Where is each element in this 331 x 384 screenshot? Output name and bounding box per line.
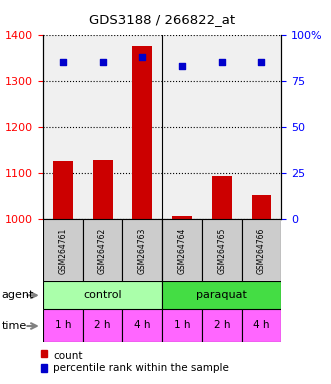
Text: GSM264764: GSM264764 xyxy=(177,227,187,274)
Bar xyxy=(41,364,47,372)
Point xyxy=(179,63,185,69)
Text: percentile rank within the sample: percentile rank within the sample xyxy=(53,363,229,373)
Point xyxy=(60,59,66,65)
Bar xyxy=(212,176,232,219)
Point xyxy=(259,59,264,65)
Bar xyxy=(83,309,122,342)
Point xyxy=(140,54,145,60)
Text: 1 h: 1 h xyxy=(174,320,190,331)
Bar xyxy=(122,309,162,342)
Bar xyxy=(43,219,83,282)
Text: 4 h: 4 h xyxy=(253,320,270,331)
Bar xyxy=(41,349,47,357)
Bar xyxy=(93,160,113,219)
Bar xyxy=(242,309,281,342)
Text: count: count xyxy=(53,351,82,361)
Text: GSM264766: GSM264766 xyxy=(257,227,266,274)
Text: agent: agent xyxy=(2,290,34,300)
Text: control: control xyxy=(83,290,122,300)
Text: GSM264761: GSM264761 xyxy=(58,227,68,274)
Bar xyxy=(83,219,122,282)
Text: 2 h: 2 h xyxy=(94,320,111,331)
Text: 4 h: 4 h xyxy=(134,320,151,331)
Bar xyxy=(122,219,162,282)
Bar xyxy=(202,219,242,282)
Bar xyxy=(43,281,162,309)
Bar xyxy=(132,46,152,219)
Text: time: time xyxy=(2,321,27,331)
Text: 1 h: 1 h xyxy=(55,320,71,331)
Point xyxy=(100,59,105,65)
Bar xyxy=(53,161,73,219)
Bar xyxy=(162,281,281,309)
Bar xyxy=(162,309,202,342)
Bar xyxy=(242,219,281,282)
Bar xyxy=(252,195,271,219)
Text: GSM264763: GSM264763 xyxy=(138,227,147,274)
Bar xyxy=(172,216,192,219)
Text: GSM264762: GSM264762 xyxy=(98,227,107,274)
Bar xyxy=(43,309,83,342)
Bar xyxy=(202,309,242,342)
Text: GSM264765: GSM264765 xyxy=(217,227,226,274)
Text: 2 h: 2 h xyxy=(213,320,230,331)
Point xyxy=(219,59,224,65)
Text: paraquat: paraquat xyxy=(196,290,247,300)
Text: GDS3188 / 266822_at: GDS3188 / 266822_at xyxy=(89,13,235,26)
Bar xyxy=(162,219,202,282)
